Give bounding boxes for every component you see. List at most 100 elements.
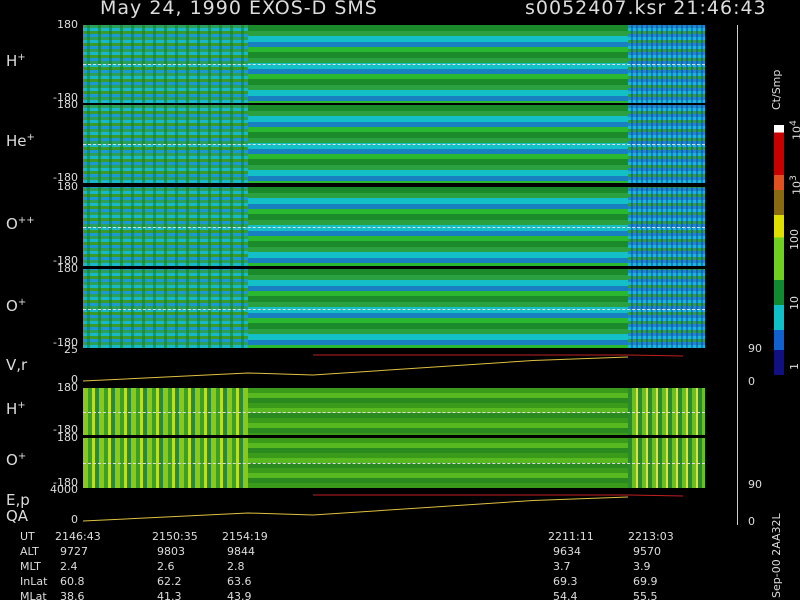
y-tick-label: 180 (57, 18, 78, 31)
colorbar-label: 103 (788, 175, 800, 195)
cell: 62.2 (157, 575, 182, 588)
cell: 3.9 (633, 560, 651, 573)
cell: 60.8 (60, 575, 85, 588)
file-time: s0052407.ksr 21:46:43 (525, 0, 767, 19)
panel-label: H+ (6, 52, 26, 70)
label-base: H (6, 52, 18, 70)
colorbar-label: 10 (788, 296, 800, 310)
label-sup: ++ (17, 214, 35, 226)
cell: 54.4 (553, 590, 578, 600)
cell: 69.3 (553, 575, 578, 588)
y-tick-label: -180 (53, 423, 78, 436)
cell: 9634 (553, 545, 581, 558)
line-panel (82, 350, 705, 385)
cell: 3.7 (553, 560, 571, 573)
dash-line (83, 308, 705, 310)
right-tick-label: 90 (748, 478, 762, 491)
row-label: MLT (20, 560, 41, 573)
cell: 2.4 (60, 560, 78, 573)
cell: 9727 (60, 545, 88, 558)
colorbar-label: 104 (788, 120, 800, 140)
y-tick-label: 180 (57, 180, 78, 193)
cell: 9844 (227, 545, 255, 558)
y-tick-label: -180 (53, 254, 78, 267)
cell: 2.6 (157, 560, 175, 573)
y-tick-label: 0 (71, 373, 78, 386)
spectrogram (83, 388, 705, 435)
y-tick-label: -180 (53, 91, 78, 104)
label-base: 10 (790, 181, 800, 195)
cell: 2.8 (227, 560, 245, 573)
y-tick-label: 25 (64, 343, 78, 356)
label-sup: + (26, 132, 35, 143)
label-sup: 4 (788, 120, 799, 126)
label-sup: + (17, 451, 27, 462)
y-tick-label: 180 (57, 381, 78, 394)
label-base: O (6, 296, 18, 315)
cell: 41.3 (157, 590, 182, 600)
label-base: 10 (790, 126, 800, 140)
label-base: O (6, 451, 18, 469)
spectrogram (83, 269, 705, 348)
row-label: ALT (20, 545, 39, 558)
label-base: O (6, 214, 18, 233)
colorbar (774, 125, 784, 375)
cell: 43.9 (227, 590, 252, 600)
line-panel (82, 490, 705, 525)
label-base: H (6, 399, 18, 418)
label-base: E,p (6, 491, 30, 509)
dash-line (83, 64, 705, 65)
trace (82, 494, 684, 522)
y-tick-label: 180 (57, 262, 78, 275)
panel-label: V,r (6, 356, 27, 374)
label-base: V,r (6, 355, 28, 374)
stamp: Sep-00 2AA32L (770, 513, 783, 598)
spectrogram (83, 187, 705, 266)
panel-label: E,p QA (6, 492, 30, 524)
cell: 55.5 (633, 590, 658, 600)
cell: 2150:35 (152, 530, 198, 543)
right-tick-label: 0 (748, 375, 755, 388)
label-sup: + (17, 52, 26, 63)
cell: 9803 (157, 545, 185, 558)
right-tick-label: 0 (748, 515, 755, 528)
dash-line (83, 144, 705, 145)
y-tick-label: 180 (57, 431, 78, 444)
panel-label: O+ (6, 297, 26, 315)
cell: 2213:03 (628, 530, 674, 543)
spectrogram (83, 438, 705, 488)
title: May 24, 1990 EXOS-D SMS (100, 0, 378, 19)
y-tick-label: -180 (53, 476, 78, 489)
label-base: 100 (788, 229, 800, 250)
y-tick-label: 0 (71, 513, 78, 526)
y-tick-label: -180 (53, 336, 78, 349)
cell: 63.6 (227, 575, 252, 588)
cell: 2211:11 (548, 530, 594, 543)
cell: 2154:19 (222, 530, 268, 543)
colorbar-label: 100 (788, 229, 800, 250)
colorbar-unit: Ct/Smp (770, 69, 783, 110)
panel-label: He+ (6, 132, 35, 150)
y-tick-label: 4000 (50, 483, 78, 496)
colorbar-label: 1 (788, 363, 800, 370)
y-tick-label: 180 (57, 98, 78, 111)
row-label: UT (20, 530, 35, 543)
cell: 2146:43 (55, 530, 101, 543)
right-tick-label: 90 (748, 342, 762, 355)
spectrogram (83, 105, 705, 183)
label-base: 10 (788, 296, 800, 310)
label-base: QA (6, 507, 29, 525)
row-label: MLat (20, 590, 47, 600)
trace (82, 354, 684, 382)
label-sup: + (17, 399, 26, 411)
panel-label: O+ (6, 451, 26, 469)
cell: 9570 (633, 545, 661, 558)
row-label: InLat (20, 575, 48, 588)
cell: 69.9 (633, 575, 658, 588)
y-tick-label: -180 (53, 171, 78, 184)
dash-line (83, 411, 705, 413)
panel-label: H+ (6, 400, 26, 418)
dash-line (83, 226, 705, 228)
label-sup: + (17, 296, 27, 308)
